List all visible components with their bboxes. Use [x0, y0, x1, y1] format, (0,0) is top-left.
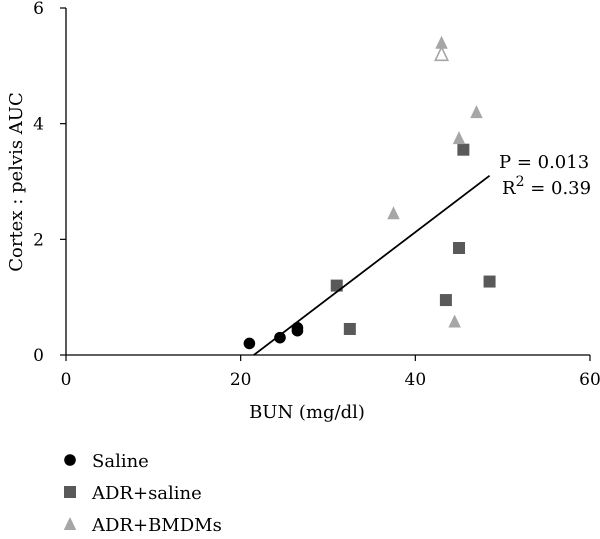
- legend-marker-saline: [64, 454, 76, 466]
- legend: Saline ADR+saline ADR+BMDMs: [63, 451, 222, 536]
- legend-marker-adr-saline: [64, 486, 76, 498]
- legend-label-saline: Saline: [92, 451, 149, 472]
- data-point-circle: [243, 337, 256, 350]
- data-point-circle: [274, 331, 286, 344]
- p-value-label: P = 0.013: [499, 152, 589, 173]
- data-point-square: [453, 242, 465, 255]
- x-tick-label: 0: [61, 370, 72, 390]
- data-point-triangle: [435, 35, 448, 49]
- data-marks: [243, 35, 496, 350]
- x-tick-label: 20: [230, 370, 252, 390]
- data-point-square: [439, 294, 452, 307]
- axis-ticks: 0 20 40 60 0 2 4 6: [33, 0, 600, 390]
- data-point-triangle: [470, 105, 483, 119]
- r-squared-label: R2 = 0.39: [502, 174, 591, 199]
- axes: 0 20 40 60 0 2 4 6: [33, 0, 600, 390]
- legend-label-adr-saline: ADR+saline: [91, 483, 202, 504]
- y-tick-label: 0: [33, 346, 44, 366]
- y-axis-title: Cortex : pelvis AUC: [6, 92, 27, 272]
- data-point-triangle: [448, 314, 461, 328]
- y-tick-label: 4: [33, 115, 44, 135]
- r-squared-r: R: [502, 178, 516, 199]
- data-point-triangle: [452, 131, 466, 145]
- y-tick-label: 2: [33, 230, 44, 250]
- x-tick-label: 60: [579, 370, 600, 390]
- x-axis-title: BUN (mg/dl): [249, 402, 365, 423]
- r-squared-value: = 0.39: [524, 178, 591, 199]
- data-point-square: [457, 143, 470, 156]
- x-tick-label: 40: [405, 370, 427, 390]
- y-tick-label: 6: [33, 0, 44, 19]
- legend-marker-adr-bmdms: [63, 517, 77, 530]
- regression-line: [253, 175, 491, 356]
- legend-label-adr-bmdms: ADR+BMDMs: [91, 515, 222, 536]
- data-point-square: [343, 322, 356, 335]
- data-point-triangle: [387, 206, 400, 220]
- r-squared-superscript: 2: [516, 174, 525, 190]
- data-point-square: [483, 275, 496, 288]
- data-point-triangle: [434, 45, 450, 62]
